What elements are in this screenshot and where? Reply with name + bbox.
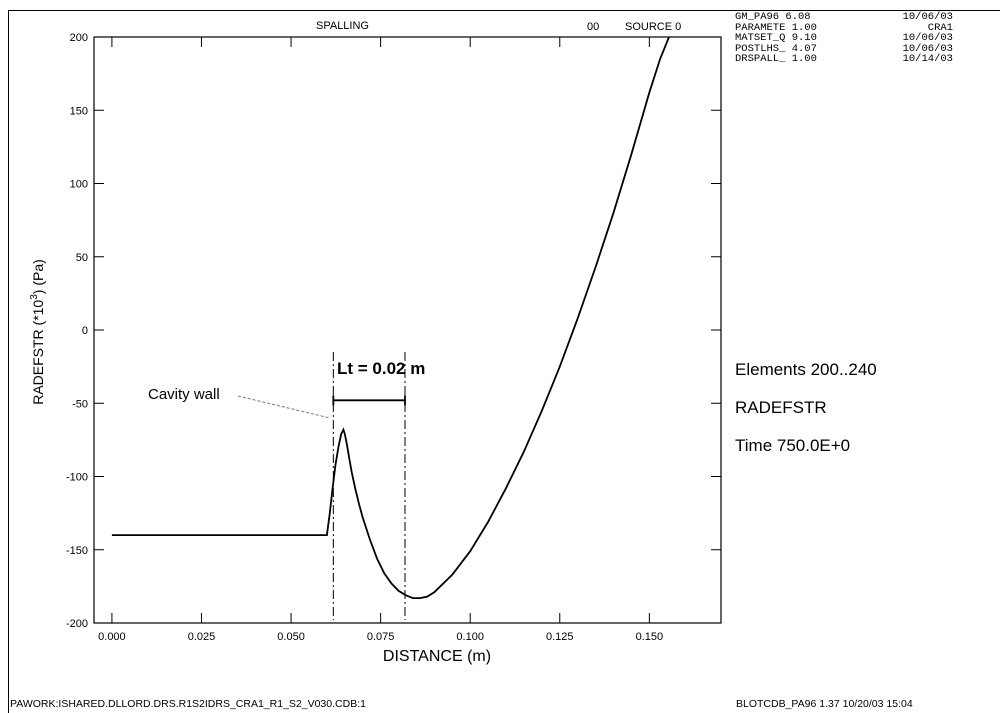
version-info-line: PARAMETE 1.00 CRA1 xyxy=(735,21,953,34)
y-tick-label: 200 xyxy=(70,32,88,44)
y-tick-label: 100 xyxy=(70,179,88,191)
time-label: Time 750.0E+0 xyxy=(735,436,851,455)
lt-boundary-lines xyxy=(332,351,406,620)
x-axis-ticks xyxy=(111,37,650,623)
info-program: POSTLHS_ 4.07 xyxy=(735,42,817,55)
info-program: MATSET_Q 9.10 xyxy=(735,32,817,44)
footer-file-path: PAWORK:ISHARED.DLLORD.DRS.R1S2IDRS_CRA1_… xyxy=(10,698,366,710)
info-date: 10/14/03 xyxy=(902,53,953,65)
y-tick-label: 0 xyxy=(82,325,88,337)
version-info-line: DRSPALL_ 1.00 10/14/03 xyxy=(735,54,953,65)
x-tick-label: 0.150 xyxy=(636,631,664,643)
y-tick-label: -150 xyxy=(66,545,88,557)
info-program: GM_PA96 6.08 xyxy=(735,11,811,23)
version-info-line: POSTLHS_ 4.07 10/06/03 xyxy=(735,42,953,55)
y-axis-ticks xyxy=(94,36,721,624)
x-tick-label: 0.000 xyxy=(98,631,126,643)
version-info-line: MATSET_Q 9.10 10/06/03 xyxy=(735,33,953,44)
elements-label: Elements 200..240 xyxy=(735,360,877,379)
header-title: SPALLING xyxy=(316,20,369,32)
y-axis-tick-labels: 200 150 100 50 0 -50 -100 -150 -200 xyxy=(66,32,88,630)
cavity-wall-label: Cavity wall xyxy=(148,386,220,403)
y-axis-title: RADEFSTR (*103) (Pa) xyxy=(29,259,46,405)
info-program: DRSPALL_ 1.00 xyxy=(735,53,817,65)
y-tick-label: 150 xyxy=(70,105,88,117)
version-info-line: GM_PA96 6.08 10/06/03 xyxy=(735,12,953,23)
x-axis-title: DISTANCE (m) xyxy=(383,648,491,665)
radefstr-curve xyxy=(111,36,670,599)
lt-bracket xyxy=(332,395,406,406)
info-date: CRA1 xyxy=(927,21,953,34)
info-program: PARAMETE 1.00 xyxy=(735,21,817,34)
x-tick-label: 0.050 xyxy=(277,631,305,643)
info-date: 10/06/03 xyxy=(902,11,953,23)
lt-annotation: Lt = 0.02 m xyxy=(337,359,425,378)
x-axis-tick-labels: 0.000 0.025 0.050 0.075 0.100 0.125 0.150 xyxy=(98,631,663,643)
y-tick-label: 50 xyxy=(76,252,88,264)
info-date: 10/06/03 xyxy=(902,42,953,55)
y-tick-label: -50 xyxy=(72,398,88,410)
header-source: SOURCE 0 xyxy=(625,21,681,33)
info-date: 10/06/03 xyxy=(902,32,953,44)
x-tick-label: 0.075 xyxy=(367,631,395,643)
header-code: 00 xyxy=(587,21,599,33)
version-info-block: GM_PA96 6.08 10/06/03 PARAMETE 1.00 CRA1 M… xyxy=(735,12,953,65)
x-tick-label: 0.025 xyxy=(188,631,216,643)
y-tick-label: -100 xyxy=(66,472,88,484)
variable-label: RADEFSTR xyxy=(735,398,827,417)
cavity-wall-leader xyxy=(237,395,331,419)
x-tick-label: 0.125 xyxy=(546,631,574,643)
x-tick-label: 0.100 xyxy=(456,631,484,643)
footer-program-stamp: BLOTCDB_PA96 1.37 10/20/03 15:04 xyxy=(736,698,913,710)
y-tick-label: -200 xyxy=(66,618,88,630)
